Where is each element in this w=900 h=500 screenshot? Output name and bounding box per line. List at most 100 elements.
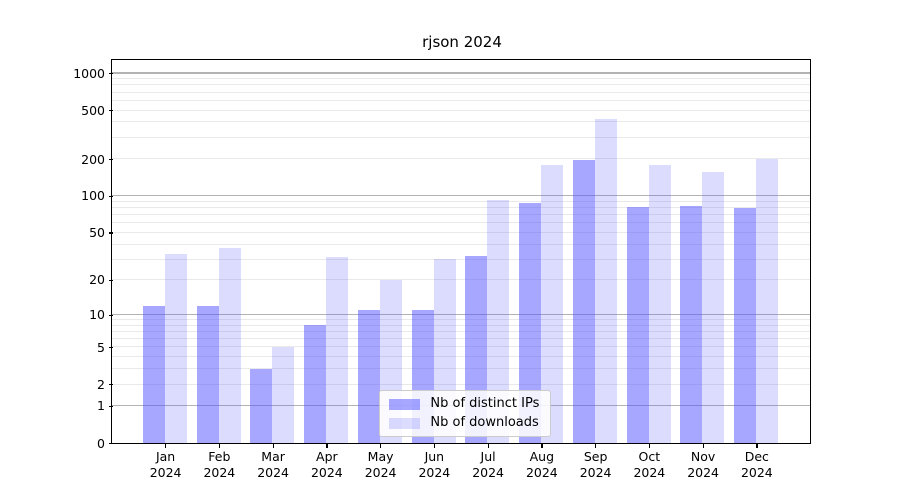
bar-downloads-feb [218, 248, 241, 443]
y-tick-mark [108, 346, 113, 349]
bar-downloads-nov [702, 172, 725, 443]
bar-distinct-ips-aug [519, 203, 542, 443]
gridline-minor [112, 91, 811, 93]
gridline-major [112, 195, 811, 197]
legend-row: Nb of downloads [389, 415, 539, 431]
gridline-minor [112, 207, 811, 209]
y-tick-label: 0 [97, 435, 105, 451]
gridline-minor [112, 222, 811, 224]
y-tick-mark [108, 110, 113, 112]
gridline-minor [112, 109, 811, 111]
y-tick-label: 1 [97, 398, 105, 414]
x-tick-label: Jun 2024 [405, 449, 463, 480]
x-tick-label-year: 2024 [472, 464, 504, 480]
bar-distinct-ips-mar [250, 368, 273, 443]
legend-label: Nb of downloads [430, 415, 539, 431]
x-tick-label: Nov 2024 [674, 449, 732, 480]
bar-downloads-sep [594, 118, 617, 443]
gridline-minor [112, 136, 811, 138]
x-tick-label-month: Apr [316, 449, 338, 464]
gridline-minor [112, 383, 811, 385]
gridline-minor [112, 258, 811, 260]
x-tick-mark [487, 443, 489, 448]
bar-distinct-ips-sep [572, 160, 595, 443]
bar-distinct-ips-apr [304, 325, 327, 443]
x-tick-label: Apr 2024 [298, 449, 356, 480]
y-tick-mark [108, 384, 113, 386]
x-tick-mark [756, 443, 758, 448]
x-tick-mark [648, 443, 651, 448]
bar-distinct-ips-nov [680, 205, 703, 443]
x-tick-label-year: 2024 [579, 464, 612, 480]
x-tick-label: Jul 2024 [459, 449, 517, 480]
x-tick-mark [272, 443, 274, 448]
y-tick-mark [108, 232, 113, 234]
gridline-minor [112, 324, 811, 326]
bar-downloads-apr [326, 257, 349, 443]
bar-downloads-jan [164, 254, 187, 443]
x-tick-label-month: Jun [424, 449, 445, 464]
y-tick-label: 20 [89, 272, 105, 288]
legend-swatch-distinct-ips [389, 398, 421, 410]
gridline-minor [112, 279, 811, 281]
x-tick-label: May 2024 [352, 449, 410, 480]
y-tick-label: 200 [81, 151, 105, 167]
x-tick-label: Feb 2024 [190, 449, 248, 480]
x-tick-mark [595, 443, 597, 448]
gridline-major [112, 72, 811, 74]
gridline-minor [112, 78, 811, 80]
bar-downloads-oct [648, 165, 671, 443]
x-tick-label-month: Feb [208, 449, 231, 464]
y-tick-mark [108, 442, 113, 445]
gridline-minor [112, 356, 811, 358]
gridline-minor [112, 231, 811, 233]
legend: Nb of distinct IPs Nb of downloads [379, 390, 552, 438]
x-tick-label-year: 2024 [257, 464, 289, 480]
plot-area: Nb of distinct IPs Nb of downloads [111, 59, 812, 444]
x-tick-mark [433, 443, 436, 448]
x-tick-label-year: 2024 [310, 464, 343, 480]
x-tick-label-month: Jan [155, 449, 176, 464]
gridline-minor [112, 346, 811, 348]
x-tick-label: Dec 2024 [728, 449, 786, 480]
gridline-minor [112, 331, 811, 333]
x-tick-label: Oct 2024 [620, 449, 678, 480]
gridline-minor [112, 368, 811, 370]
x-tick-label-year: 2024 [740, 464, 773, 480]
x-tick-mark [218, 443, 221, 448]
bar-distinct-ips-feb [196, 305, 219, 443]
gridline-minor [112, 84, 811, 86]
x-tick-label: Mar 2024 [244, 449, 302, 480]
x-tick-label-year: 2024 [525, 464, 558, 480]
x-tick-mark [165, 443, 167, 448]
x-tick-label-year: 2024 [149, 464, 182, 480]
x-tick-label: Sep 2024 [567, 449, 625, 480]
x-tick-label-year: 2024 [633, 464, 666, 480]
legend-label: Nb of distinct IPs [430, 396, 540, 412]
bar-distinct-ips-jan [142, 305, 165, 443]
bar-distinct-ips-oct [626, 206, 649, 443]
y-tick-mark [108, 279, 113, 282]
y-tick-mark [108, 314, 113, 316]
gridline-minor [112, 121, 811, 123]
x-tick-label-month: Dec [744, 449, 769, 464]
x-tick-label-year: 2024 [364, 464, 397, 480]
x-tick-label-month: Sep [583, 449, 608, 464]
bar-downloads-dec [756, 159, 779, 443]
y-tick-label: 50 [89, 224, 105, 240]
bar-downloads-aug [541, 164, 564, 443]
x-tick-label-year: 2024 [203, 464, 236, 480]
legend-row: Nb of distinct IPs [389, 396, 539, 412]
gridline-minor [112, 214, 811, 216]
y-tick-label: 100 [81, 188, 105, 204]
x-tick-label-month: Oct [638, 449, 661, 464]
x-tick-label: Jan 2024 [137, 449, 195, 480]
y-tick-mark [108, 72, 113, 75]
x-tick-label-month: Nov [690, 449, 716, 464]
x-tick-mark [702, 443, 704, 448]
y-tick-mark [108, 405, 113, 408]
bar-distinct-ips-dec [734, 208, 757, 443]
x-tick-mark [541, 443, 543, 448]
x-tick-label-month: Mar [261, 449, 285, 464]
